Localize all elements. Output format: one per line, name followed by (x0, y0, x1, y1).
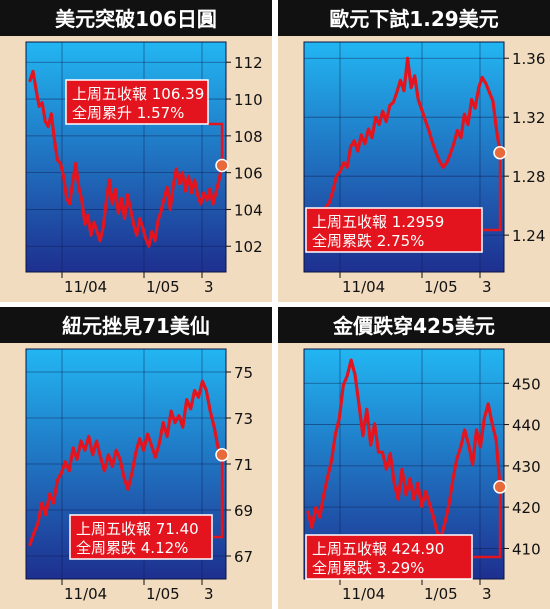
annotation-change-text: 全周累跌 2.75% (312, 232, 424, 250)
series-line (306, 56, 502, 243)
nzd-usd-panel: 紐元挫見71美仙 67 69 71 73 75 11/04 1/05 3 上周五收報 71.40 全… (0, 307, 272, 609)
y-tick-label: 112 (234, 54, 263, 72)
x-tick-label: 1/05 (146, 585, 180, 603)
x-tick-label: 1/05 (424, 278, 458, 296)
x-tick-label: 11/04 (342, 585, 385, 603)
y-tick-label: 69 (234, 502, 253, 520)
annotation-connector (208, 122, 224, 166)
series-line (28, 379, 224, 547)
eur-usd-panel: 歐元下試1.29美元 1.24 1.28 1.32 1.36 11/04 1/05 3 上周五收… (278, 0, 550, 302)
chart-title: 紐元挫見71美仙 (62, 314, 210, 338)
x-tick-label: 11/04 (64, 585, 107, 603)
annotation-close-text: 上周五收報 71.40 (76, 520, 199, 538)
annotation-connector (212, 454, 224, 539)
last-value-marker (215, 448, 229, 462)
annotation-close-text: 上周五收報 1.2959 (312, 213, 444, 231)
annotation-box (69, 514, 213, 560)
y-tick-label: 73 (234, 410, 253, 428)
y-tick-label: 440 (512, 417, 541, 435)
y-tick-label: 450 (512, 375, 541, 393)
x-tick-label: 3 (482, 585, 492, 603)
chart-2: 紐元挫見71美仙 67 69 71 73 75 11/04 1/05 3 上周五收報 71.40全… (0, 307, 272, 609)
annotation-box (305, 207, 483, 253)
y-tick-label: 1.28 (512, 168, 545, 186)
y-tick-label: 1.36 (512, 50, 545, 68)
y-tick-label: 1.32 (512, 109, 545, 127)
annotation-box (65, 79, 209, 125)
last-value-marker (493, 480, 507, 494)
annotation-connector (482, 152, 502, 232)
y-tick-label: 104 (234, 201, 263, 219)
last-value-marker (215, 158, 229, 173)
annotation-close-text: 上周五收報 424.90 (312, 540, 444, 558)
annotation-change-text: 全周累跌 4.12% (76, 539, 188, 557)
chart-title-bar (278, 0, 550, 36)
y-tick-label: 430 (512, 458, 541, 476)
chart-title: 美元突破106日圓 (55, 7, 217, 31)
last-value-marker (493, 145, 507, 160)
x-tick-label: 1/05 (146, 278, 180, 296)
y-tick-label: 75 (234, 364, 253, 382)
chart-title-bar (278, 307, 550, 343)
y-tick-label: 108 (234, 128, 263, 146)
annotation-close-text: 上周五收報 106.39 (72, 85, 204, 103)
y-tick-label: 71 (234, 456, 253, 474)
x-tick-label: 3 (482, 278, 492, 296)
y-tick-label: 102 (234, 238, 263, 256)
chart-title-bar (0, 307, 272, 343)
series-line (306, 358, 502, 539)
annotation-connector (472, 486, 502, 559)
chart-title: 金價跌穿425美元 (332, 314, 495, 338)
usd-jpy-panel: 美元突破106日圓 102 104 106 108 110 112 11/04 1/05 3 上周五… (0, 0, 272, 302)
annotation-change-text: 全周累跌 3.29% (312, 559, 424, 577)
chart-title-bar (0, 0, 272, 36)
chart-1: 歐元下試1.29美元 1.24 1.28 1.32 1.36 11/04 1/05 3 上周五收… (278, 0, 550, 302)
y-tick-label: 1.24 (512, 227, 545, 245)
x-tick-label: 3 (204, 585, 214, 603)
series-line (28, 69, 224, 248)
x-tick-label: 3 (204, 278, 214, 296)
x-tick-label: 11/04 (64, 278, 107, 296)
y-tick-label: 110 (234, 91, 263, 109)
y-tick-label: 420 (512, 499, 541, 517)
x-tick-label: 1/05 (424, 585, 458, 603)
chart-title: 歐元下試1.29美元 (329, 7, 498, 31)
y-tick-label: 67 (234, 548, 253, 566)
y-tick-label: 410 (512, 540, 541, 558)
annotation-change-text: 全周累升 1.57% (72, 104, 184, 122)
chart-0: 美元突破106日圓 102 104 106 108 110 112 11/04 1/05 3 上周五… (0, 0, 272, 302)
gold-price-panel: 金價跌穿425美元 410 420 430 440 450 11/04 1/05 3 上周五收報 … (278, 307, 550, 609)
chart-3: 金價跌穿425美元 410 420 430 440 450 11/04 1/05 3 上周五收報 … (278, 307, 550, 609)
annotation-box (305, 534, 473, 580)
y-tick-label: 106 (234, 165, 263, 183)
x-tick-label: 11/04 (342, 278, 385, 296)
